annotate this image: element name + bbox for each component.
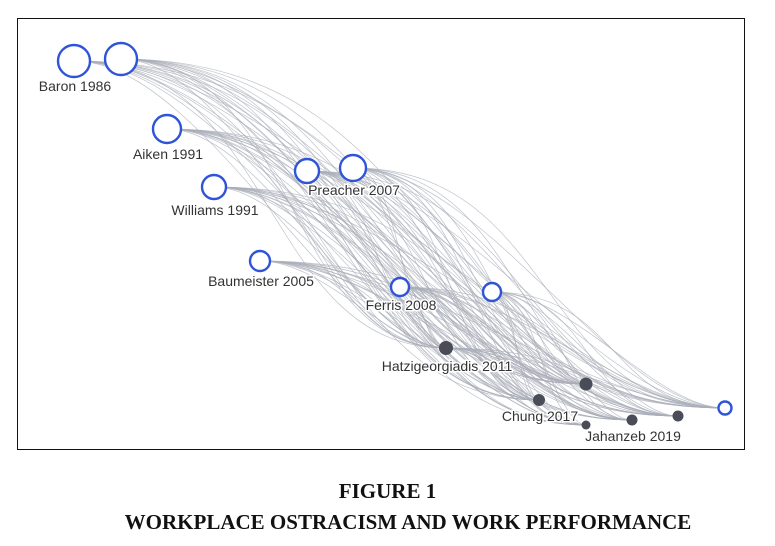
citation-edge [120,58,679,417]
citation-edge [166,128,633,421]
citation-edge [352,167,447,349]
citation-edge [73,60,447,349]
graph-node[interactable] [581,420,591,430]
edge-layer [73,58,726,426]
graph-node[interactable] [626,414,638,426]
citation-edge [120,58,726,409]
graph-node[interactable] [293,157,321,185]
citation-edge [259,260,540,401]
citation-edge [491,291,726,409]
node-label: Aiken 1991 [133,146,203,162]
graph-node[interactable] [533,394,545,406]
figure-number: FIGURE 1 [338,479,437,503]
citation-edge [306,170,540,401]
graph-node[interactable] [151,113,183,145]
label-layer: Baron 1986 Aiken 1991 Williams 1991 Preache… [37,77,682,446]
graph-node[interactable] [103,41,139,77]
node-label: Hatzigeorgiadis 2011 [382,358,513,374]
citation-edge [259,260,679,417]
node-label: Baron 1986 [39,78,112,94]
citation-edge [445,347,633,421]
citation-edge [352,167,679,417]
citation-edge [213,186,633,421]
graph-node[interactable] [439,341,453,355]
citation-edge [491,291,679,417]
citation-edge [399,286,726,409]
citation-edge [259,260,726,409]
graph-node[interactable] [200,173,228,201]
graph-node[interactable] [338,153,368,183]
graph-node[interactable] [481,281,503,303]
citation-edge [213,186,540,401]
node-label: Ferris 2008 [366,297,437,313]
graph-node[interactable] [672,410,684,422]
citation-edge [306,170,726,409]
node-label: Chung 2017 [502,408,579,424]
citation-edge [259,260,447,349]
citation-edge [399,286,633,421]
graph-node[interactable] [56,43,92,79]
citation-edge [259,260,633,421]
graph-frame: Baron 1986 Aiken 1991 Williams 1991 Preache… [17,18,745,450]
citation-edge [352,167,540,401]
citation-edge [399,286,679,417]
citation-edge [491,291,587,426]
citation-edge [399,286,587,385]
citation-edge [352,167,726,409]
node-label: Preacher 2007 [308,182,400,198]
citation-edge [213,186,587,426]
graph-node[interactable] [717,400,733,416]
citation-edge [306,170,447,349]
citation-edge [445,347,726,409]
citation-graph: Baron 1986 Aiken 1991 Williams 1991 Preache… [37,41,733,446]
figure-title: WORKPLACE OSTRACISM AND WORK PERFORMANCE [124,510,692,534]
graph-node[interactable] [248,249,272,273]
citation-edge [73,60,726,409]
node-label: Jahanzeb 2019 [585,428,681,444]
graph-node[interactable] [389,276,411,298]
citation-edge [491,291,587,385]
node-label: Baumeister 2005 [208,273,314,289]
citation-edge [259,260,587,426]
node-label: Williams 1991 [171,202,258,218]
citation-edge [491,291,726,409]
node-layer [56,41,733,430]
citation-edge [352,167,587,426]
citation-edge [399,286,540,401]
graph-node[interactable] [579,377,593,391]
